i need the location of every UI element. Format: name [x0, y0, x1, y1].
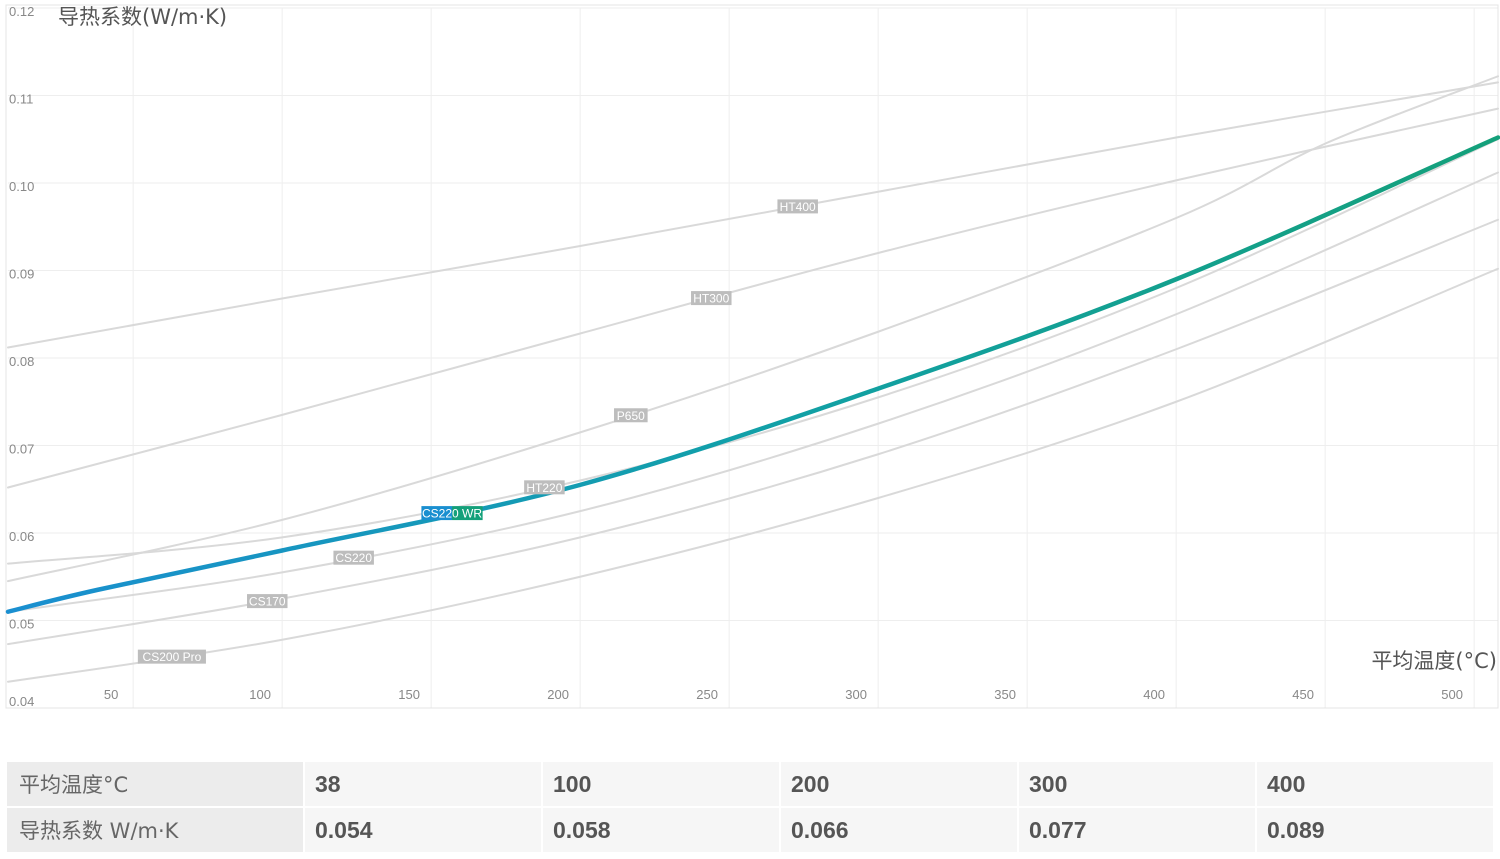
table-cell: 0.077 [1017, 806, 1257, 854]
svg-text:HT300: HT300 [693, 292, 729, 306]
table-cell: 0.058 [541, 806, 781, 854]
series-line-ht400 [7, 81, 1499, 349]
table-cell: 100 [541, 760, 781, 808]
series-label-cs220-wr: CS220 WR [421, 506, 483, 521]
x-tick-label: 300 [845, 687, 867, 702]
table-cell: 300 [1017, 760, 1257, 808]
svg-text:CS220 WR: CS220 WR [422, 507, 482, 521]
chart-area: HT400 HT300 P650 HT220 CS220 CS170 CS200 Pro CS… [0, 0, 1500, 712]
tick-labels: 0.04 0.05 0.06 0.07 0.08 0.09 0.10 0.11 0.12 50 10… [9, 4, 1463, 709]
series-label-cs170: CS170 [247, 594, 288, 609]
row-header: 平均温度°C [5, 760, 305, 808]
svg-text:CS170: CS170 [249, 595, 286, 609]
thermal-conductivity-chart: HT400 HT300 P650 HT220 CS220 CS170 CS200 Pro CS… [0, 0, 1500, 712]
row-header: 导热系数 W/m·K [5, 806, 305, 854]
series-label-ht220: HT220 [524, 480, 565, 495]
table-row-temperature: 平均温度°C 38 100 200 300 400 [5, 760, 1495, 808]
grid [5, 4, 1499, 709]
chart-background [0, 0, 1500, 712]
series-line-ht300 [7, 107, 1499, 489]
y-tick-label: 0.08 [9, 354, 34, 369]
table-cell: 0.054 [303, 806, 543, 854]
series-label-ht300: HT300 [691, 291, 732, 306]
table-cell: 0.066 [779, 806, 1019, 854]
x-tick-label: 150 [398, 687, 420, 702]
series-label-ht400: HT400 [777, 199, 818, 214]
series-line-cs220 [7, 171, 1499, 613]
svg-text:P650: P650 [617, 409, 645, 423]
y-tick-label: 0.10 [9, 179, 34, 194]
x-tick-label: 250 [696, 687, 718, 702]
table-cell: 200 [779, 760, 1019, 808]
table-cell: 0.089 [1255, 806, 1495, 854]
y-tick-label: 0.12 [9, 4, 34, 19]
y-tick-label: 0.07 [9, 442, 34, 457]
y-tick-label: 0.11 [9, 92, 33, 107]
series-label-p650: P650 [614, 408, 648, 423]
series-line-cs220-wr [5, 135, 1500, 614]
series-line-cs200-pro [7, 267, 1499, 683]
x-tick-label: 200 [547, 687, 569, 702]
series-label-cs200-pro: CS200 Pro [137, 649, 206, 664]
series-line-p650 [7, 75, 1499, 583]
svg-text:HT400: HT400 [780, 200, 816, 214]
series-labels: HT400 HT300 P650 HT220 CS220 CS170 CS200 Pro CS… [137, 199, 818, 664]
table-row-conductivity: 导热系数 W/m·K 0.054 0.058 0.066 0.077 0.089 [5, 806, 1495, 854]
svg-text:CS200 Pro: CS200 Pro [143, 650, 202, 664]
x-tick-label: 350 [994, 687, 1016, 702]
x-axis-title: 平均温度(°C) [1371, 649, 1497, 673]
y-tick-label: 0.06 [9, 529, 34, 544]
series-label-cs220: CS220 [333, 550, 374, 565]
table-cell: 400 [1255, 760, 1495, 808]
x-tick-label: 450 [1292, 687, 1314, 702]
x-tick-label: 50 [104, 687, 118, 702]
y-tick-label: 0.05 [9, 617, 34, 632]
table-cell: 38 [303, 760, 543, 808]
x-tick-label: 400 [1143, 687, 1165, 702]
y-tick-label: 0.09 [9, 267, 34, 282]
data-table: 平均温度°C 38 100 200 300 400 导热系数 W/m·K 0.0… [5, 760, 1495, 854]
series-lines [5, 75, 1500, 683]
svg-text:HT220: HT220 [526, 481, 562, 495]
plot-frame [5, 4, 1499, 709]
y-tick-label: 0.04 [9, 694, 34, 709]
svg-text:CS220: CS220 [335, 551, 372, 565]
x-tick-label: 500 [1441, 687, 1463, 702]
x-tick-label: 100 [249, 687, 271, 702]
y-axis-title: 导热系数(W/m·K) [58, 5, 227, 29]
series-line-ht220 [7, 138, 1499, 565]
